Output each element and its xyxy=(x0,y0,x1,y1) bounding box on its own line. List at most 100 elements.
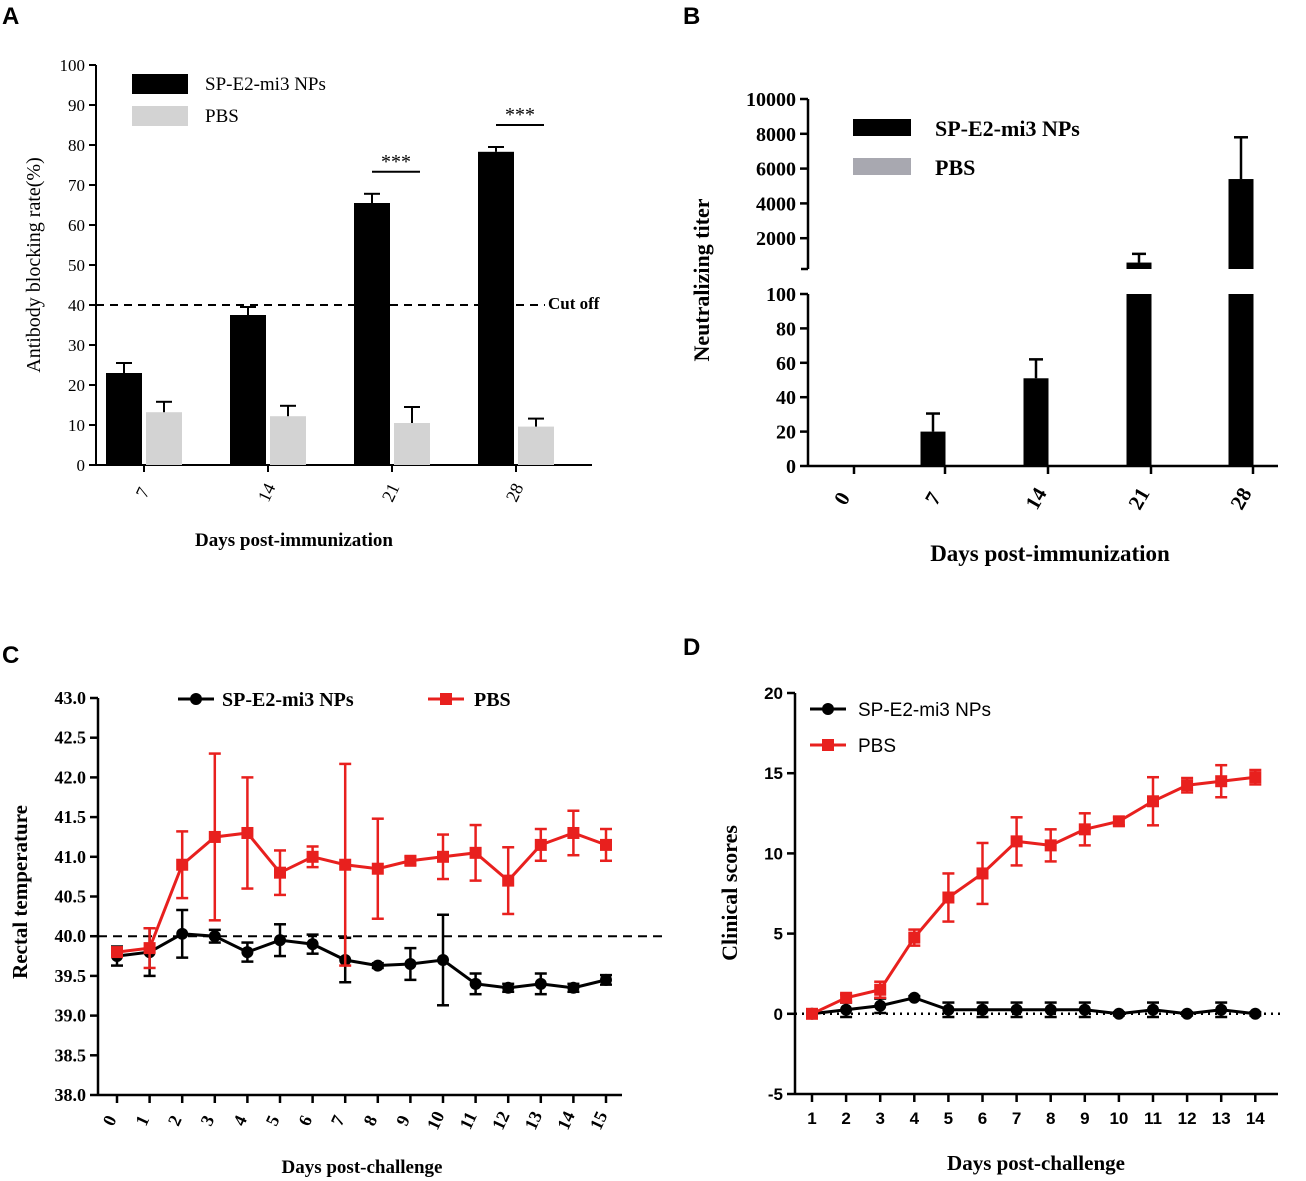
panel-d-point-pbs xyxy=(1078,823,1091,836)
panel-d-point-pbs xyxy=(1215,775,1228,788)
panel-b-chart: Neutralizing titer Days post-immunizatio… xyxy=(689,89,1278,566)
panel-d-point-np xyxy=(1147,1003,1159,1016)
panel-b-ytick-label-upper: 10000 xyxy=(746,89,796,111)
panel-c-ytick-label: 38.5 xyxy=(55,1045,87,1065)
panel-a-sig-label: *** xyxy=(381,151,411,173)
panel-a-legend-np: SP-E2-mi3 NPs xyxy=(205,74,326,95)
panel-c-ytick-label: 40.5 xyxy=(55,887,87,907)
panel-a-chart: Antibody blocking rate(%) Days post-immu… xyxy=(23,56,600,551)
panel-d-ylabel: Clinical scores xyxy=(717,825,742,961)
panel-d-point-np xyxy=(1044,1003,1057,1016)
panel-d-xlabel: Days post-challenge xyxy=(947,1151,1125,1175)
panel-c-point-np xyxy=(404,957,417,970)
panel-a-ytick-label: 100 xyxy=(60,56,86,75)
panel-c-xtick-label: 8 xyxy=(359,1112,381,1129)
panel-b-ytick-label: 60 xyxy=(776,353,796,375)
panel-d-ytick-label: 0 xyxy=(774,1005,783,1024)
panel-a-ytick-label: 60 xyxy=(68,216,85,235)
panel-b-bar-np-lower xyxy=(1228,294,1254,466)
panel-a-xlabel: Days post-immunization xyxy=(195,530,393,551)
panel-d-xtick-label: 5 xyxy=(944,1109,953,1128)
panel-c-point-np xyxy=(274,934,286,947)
panel-d-point-pbs xyxy=(840,991,853,1004)
panel-b-xtick-label: 7 xyxy=(920,488,946,509)
panel-c-xtick-label: 12 xyxy=(488,1108,514,1133)
panel-d-xtick-label: 11 xyxy=(1144,1109,1162,1128)
panel-b-bar-np-lower xyxy=(1126,294,1152,466)
panel-b-ytick-label: 100 xyxy=(766,284,796,306)
panel-b-xtick-label: 0 xyxy=(829,488,855,509)
panel-c-point-pbs xyxy=(534,838,547,851)
panel-d-xtick-label: 6 xyxy=(978,1109,987,1128)
panel-b-ytick-label: 20 xyxy=(776,422,796,444)
panel-c-xtick-label: 1 xyxy=(131,1112,153,1129)
panel-b-ytick-label: 0 xyxy=(786,456,796,478)
panel-d-point-pbs xyxy=(1112,815,1125,828)
panel-b-xtick-label: 21 xyxy=(1123,483,1154,513)
panel-c-xtick-label: 7 xyxy=(327,1112,349,1129)
panel-c-legend-pbs: PBS xyxy=(474,689,511,711)
panel-c-ytick-label: 42.5 xyxy=(55,728,87,748)
panel-d-ytick-label: -5 xyxy=(768,1085,783,1104)
panel-c-xtick-label: 13 xyxy=(520,1108,546,1133)
panel-c-line-pbs xyxy=(116,831,607,954)
panel-d-xtick-label: 12 xyxy=(1178,1109,1197,1128)
panel-d-legend-marker-pbs xyxy=(822,739,834,751)
panel-c-ytick-label: 43.0 xyxy=(55,688,87,708)
panel-b-bar-np-upper xyxy=(1126,262,1152,269)
panel-b-legend-np: SP-E2-mi3 NPs xyxy=(935,116,1080,141)
panel-a-cutoff-label: Cut off xyxy=(548,294,600,313)
panel-a-ytick-label: 50 xyxy=(68,256,85,275)
panel-c-point-pbs xyxy=(208,830,221,843)
panel-c-point-pbs xyxy=(600,838,612,851)
panel-c-point-pbs xyxy=(143,942,156,955)
panel-d-point-np xyxy=(1112,1007,1125,1020)
panel-d-xtick-label: 8 xyxy=(1046,1109,1055,1128)
panel-c-ytick-label: 41.5 xyxy=(55,807,87,827)
panel-d-point-pbs xyxy=(976,867,989,880)
panel-d-xtick-label: 1 xyxy=(807,1109,816,1128)
panel-b-bar-np xyxy=(920,431,946,466)
panel-d-chart: Clinical scores Days post-challenge SP-E… xyxy=(717,684,1280,1175)
panel-a-ylabel: Antibody blocking rate(%) xyxy=(23,157,45,373)
panel-a-bar-pbs xyxy=(146,412,182,465)
panel-d-point-pbs xyxy=(1044,839,1057,852)
panel-c-xlabel: Days post-challenge xyxy=(282,1157,443,1178)
panel-d-point-pbs xyxy=(942,891,955,904)
panel-c-point-pbs xyxy=(274,866,286,879)
panel-b-legend-pbs: PBS xyxy=(935,155,975,180)
panel-d-xtick-label: 9 xyxy=(1080,1109,1089,1128)
panel-a-xtick-label: 21 xyxy=(378,480,404,505)
panel-c-point-np xyxy=(502,981,515,994)
panel-d-point-pbs xyxy=(1181,779,1194,792)
panel-d-point-np xyxy=(908,991,921,1004)
panel-a-ytick-label: 40 xyxy=(68,296,85,315)
panel-d-point-np xyxy=(1181,1007,1194,1020)
panel-a-legend-swatch-np xyxy=(132,74,188,94)
panel-a-bar-pbs xyxy=(270,416,306,465)
panel-a-bar-np xyxy=(478,151,514,466)
panel-d-point-np xyxy=(1078,1003,1091,1016)
panel-c-xtick-label: 15 xyxy=(586,1108,612,1133)
panel-b-bar-np xyxy=(1023,378,1049,466)
panel-d-legend-np: SP-E2-mi3 NPs xyxy=(858,700,991,721)
panel-a-sig-label: *** xyxy=(505,104,535,126)
panel-d-point-pbs xyxy=(874,983,887,996)
panel-b-ytick-label-upper: 2000 xyxy=(756,228,796,250)
panel-c-point-pbs xyxy=(437,850,449,863)
panel-d-xtick-label: 2 xyxy=(841,1109,850,1128)
panel-d-point-pbs xyxy=(1147,795,1159,808)
panel-c-point-pbs xyxy=(502,874,515,887)
panel-b-ytick-label-upper: 6000 xyxy=(756,159,796,181)
panel-c-point-np xyxy=(469,977,482,990)
panel-a-ytick-label: 90 xyxy=(68,96,85,115)
panel-c-legend-marker-pbs xyxy=(440,693,452,705)
panel-d-point-np xyxy=(1215,1003,1228,1016)
panel-d-ytick-label: 5 xyxy=(774,925,783,944)
panel-d-point-np xyxy=(942,1003,955,1016)
panel-c-point-np xyxy=(600,973,612,986)
panel-c-point-pbs xyxy=(176,858,189,871)
panel-d-ytick-label: 15 xyxy=(764,764,783,783)
panel-c-xtick-label: 6 xyxy=(294,1112,316,1129)
